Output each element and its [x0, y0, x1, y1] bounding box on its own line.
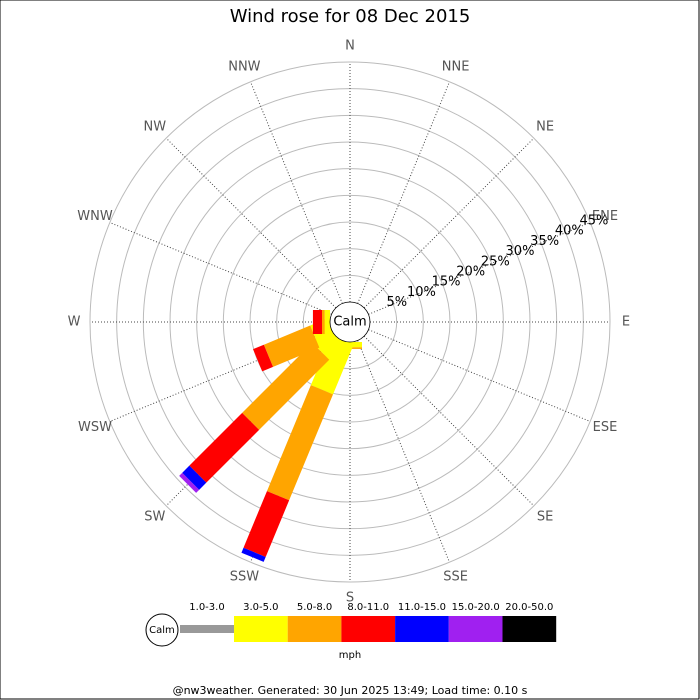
direction-label: NNE: [442, 60, 470, 75]
direction-label: SE: [537, 510, 553, 525]
spoke: [368, 222, 591, 315]
bar-segment: [243, 491, 290, 557]
ring-label: 10%: [407, 285, 436, 300]
direction-label: NE: [536, 119, 554, 134]
ring-label: 15%: [432, 275, 461, 290]
direction-label: NNW: [228, 60, 260, 75]
ring-label: 25%: [481, 254, 510, 269]
legend-label: 15.0-20.0: [452, 602, 500, 613]
chart-title: Wind rose for 08 Dec 2015: [230, 6, 471, 27]
bar-segment: [241, 547, 266, 562]
ring-label: 45%: [579, 213, 608, 228]
legend-label: 3.0-5.0: [243, 602, 278, 613]
direction-label: WSW: [78, 420, 112, 435]
legend-swatch: [448, 616, 503, 642]
bar-segment: [242, 342, 330, 430]
spoke: [368, 329, 591, 422]
bar-segment: [266, 385, 334, 501]
calm-label: Calm: [333, 315, 366, 330]
ring-label: 20%: [456, 264, 485, 279]
ring: [249, 221, 451, 423]
spoke: [165, 137, 337, 309]
direction-label: E: [622, 315, 630, 330]
ring: [222, 194, 478, 450]
direction-label: ENE: [592, 209, 618, 224]
spoke: [250, 81, 343, 304]
direction-label: N: [345, 39, 355, 54]
ring: [89, 61, 611, 583]
bar-segment: [324, 310, 330, 334]
direction-label: SSW: [230, 569, 260, 584]
plot: N NNE NE ENE E ESE SE SSE S SSW SW WSW W WNW NW NNW Calm…: [68, 39, 631, 606]
direction-label: ESE: [593, 420, 618, 435]
legend-label: 11.0-15.0: [398, 602, 446, 613]
direction-label: W: [68, 315, 81, 330]
ring: [196, 168, 504, 476]
legend-swatch: [180, 625, 234, 633]
spoke: [109, 222, 332, 315]
legend-label: 20.0-50.0: [505, 602, 553, 613]
spoke: [363, 137, 535, 309]
legend-label: 1.0-3.0: [189, 602, 224, 613]
direction-label: WNW: [77, 209, 113, 224]
ring: [302, 274, 398, 370]
bar-segment: [263, 325, 320, 367]
bar-segment: [310, 335, 354, 395]
legend-swatch: [395, 616, 449, 642]
direction-label: NW: [144, 119, 167, 134]
ring-label: 40%: [555, 224, 584, 239]
legend-calm-label: Calm: [149, 625, 175, 636]
bar-segment: [253, 344, 274, 372]
bar-segment: [322, 310, 325, 334]
spoke: [357, 81, 450, 304]
spoke: [363, 335, 535, 507]
legend-swatch: [502, 616, 557, 642]
bar-segment: [312, 310, 322, 334]
ring-label: 30%: [506, 244, 535, 259]
calm-circle: [329, 301, 371, 343]
legend: Calm 1.0-3.0 3.0-5.0 5.0-8.0 8.0-11.0 11.0-1…: [145, 602, 557, 647]
units-label: mph: [339, 650, 361, 661]
direction-label: SW: [144, 510, 165, 525]
bar-segment: [182, 465, 207, 490]
legend-swatch: [287, 616, 342, 642]
legend-calm-circle: [145, 613, 179, 647]
bar-segment: [179, 472, 200, 493]
legend-label: 8.0-11.0: [347, 602, 389, 613]
ring-label: 35%: [530, 234, 559, 249]
legend-swatch: [341, 616, 396, 642]
direction-label: SSE: [443, 569, 468, 584]
ring-label: 5%: [386, 295, 407, 310]
legend-swatch: [234, 616, 288, 642]
direction-label: S: [346, 591, 354, 606]
legend-label: 5.0-8.0: [297, 602, 332, 613]
ring: [276, 248, 424, 396]
bar-segment: [189, 412, 260, 483]
spoke: [357, 340, 450, 563]
footer: @nw3weather. Generated: 30 Jun 2025 13:4…: [173, 684, 528, 697]
